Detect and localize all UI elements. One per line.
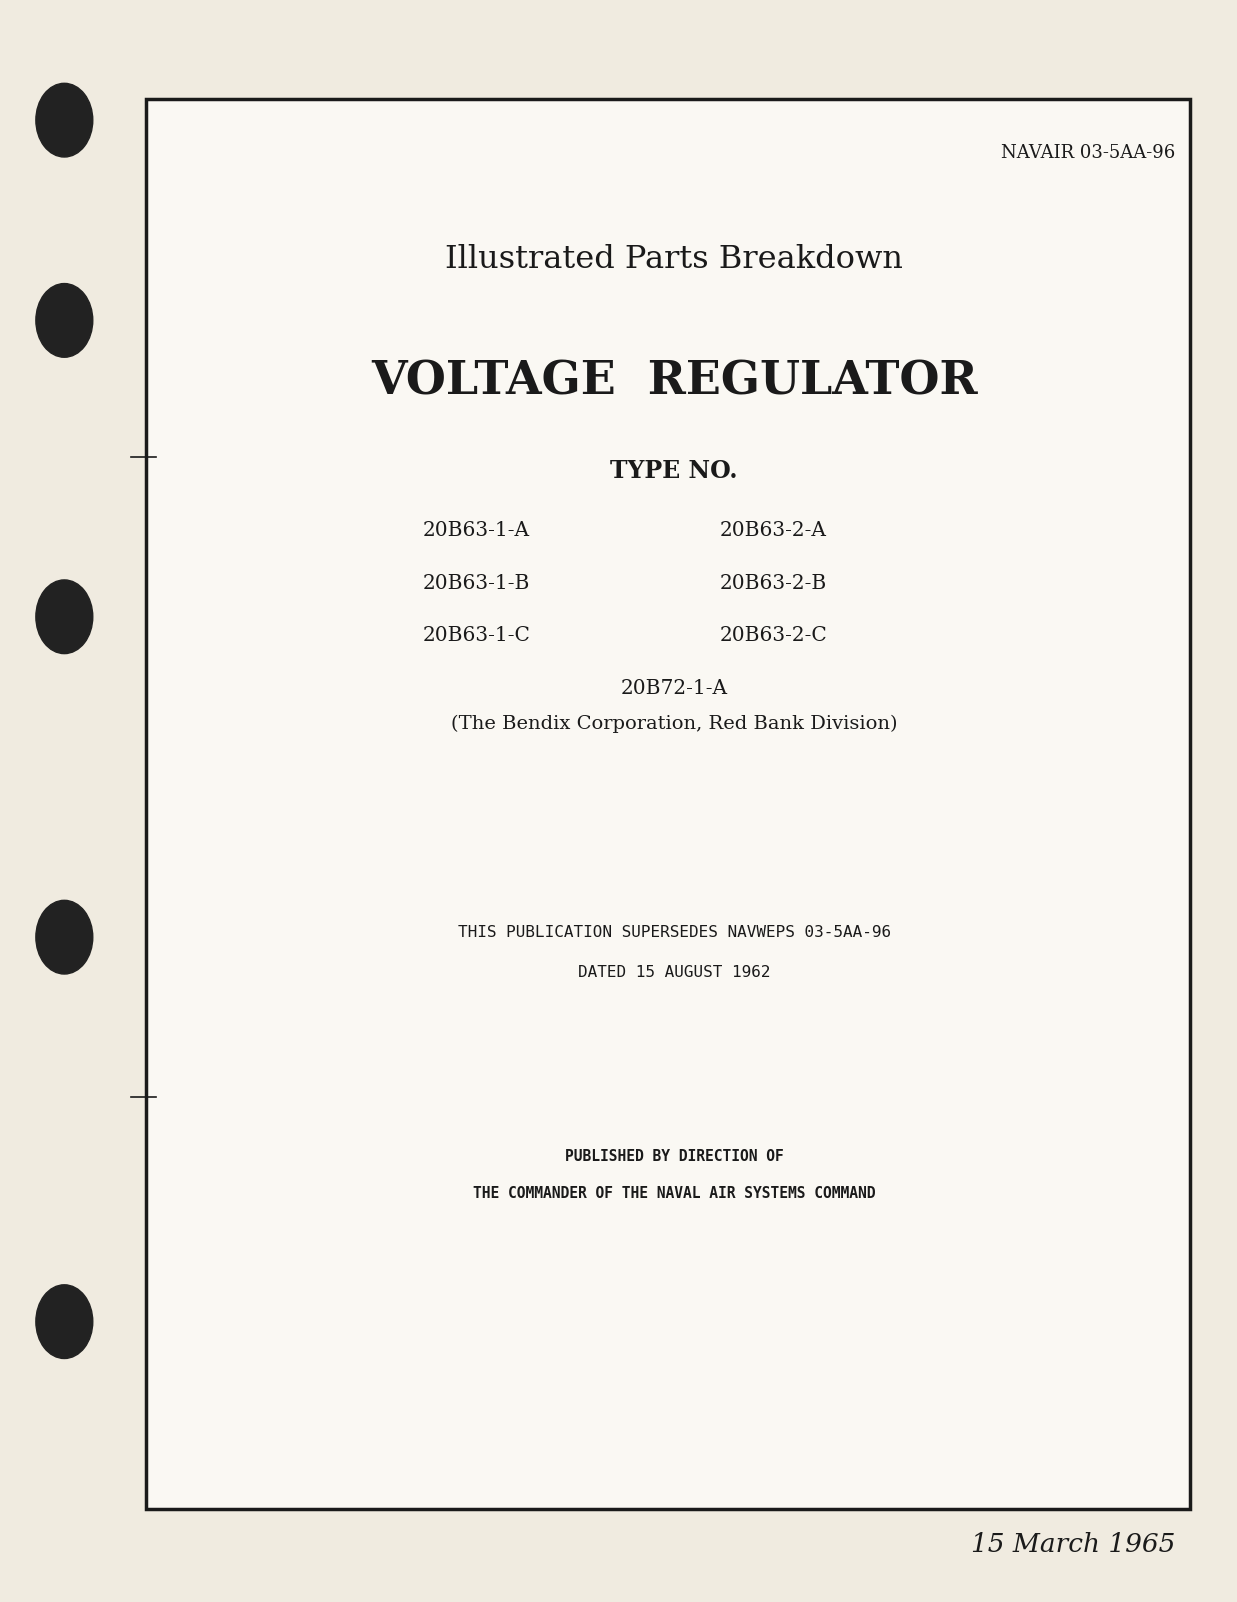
Text: Illustrated Parts Breakdown: Illustrated Parts Breakdown	[445, 244, 903, 276]
Bar	[146, 99, 1190, 1509]
Text: 20B63-1-A: 20B63-1-A	[423, 521, 529, 540]
Text: (The Bendix Corporation, Red Bank Division): (The Bendix Corporation, Red Bank Divisi…	[452, 714, 897, 734]
Circle shape	[36, 83, 93, 157]
Circle shape	[36, 1285, 93, 1358]
Text: DATED 15 AUGUST 1962: DATED 15 AUGUST 1962	[578, 964, 771, 980]
Text: VOLTAGE  REGULATOR: VOLTAGE REGULATOR	[371, 359, 977, 404]
Text: NAVAIR 03-5AA-96: NAVAIR 03-5AA-96	[1001, 144, 1175, 162]
Text: 20B63-2-A: 20B63-2-A	[720, 521, 826, 540]
Text: PUBLISHED BY DIRECTION OF: PUBLISHED BY DIRECTION OF	[565, 1149, 783, 1165]
Circle shape	[36, 284, 93, 357]
Text: THE COMMANDER OF THE NAVAL AIR SYSTEMS COMMAND: THE COMMANDER OF THE NAVAL AIR SYSTEMS C…	[473, 1185, 876, 1202]
Text: 20B63-1-B: 20B63-1-B	[423, 574, 529, 593]
Text: TYPE NO.: TYPE NO.	[610, 460, 738, 482]
Text: 20B63-2-C: 20B63-2-C	[719, 626, 828, 646]
Text: THIS PUBLICATION SUPERSEDES NAVWEPS 03-5AA-96: THIS PUBLICATION SUPERSEDES NAVWEPS 03-5…	[458, 924, 891, 940]
Text: 20B72-1-A: 20B72-1-A	[621, 679, 727, 698]
Circle shape	[36, 580, 93, 654]
Text: 20B63-1-C: 20B63-1-C	[422, 626, 531, 646]
Text: 15 March 1965: 15 March 1965	[971, 1532, 1175, 1557]
Text: 20B63-2-B: 20B63-2-B	[720, 574, 826, 593]
Circle shape	[36, 900, 93, 974]
